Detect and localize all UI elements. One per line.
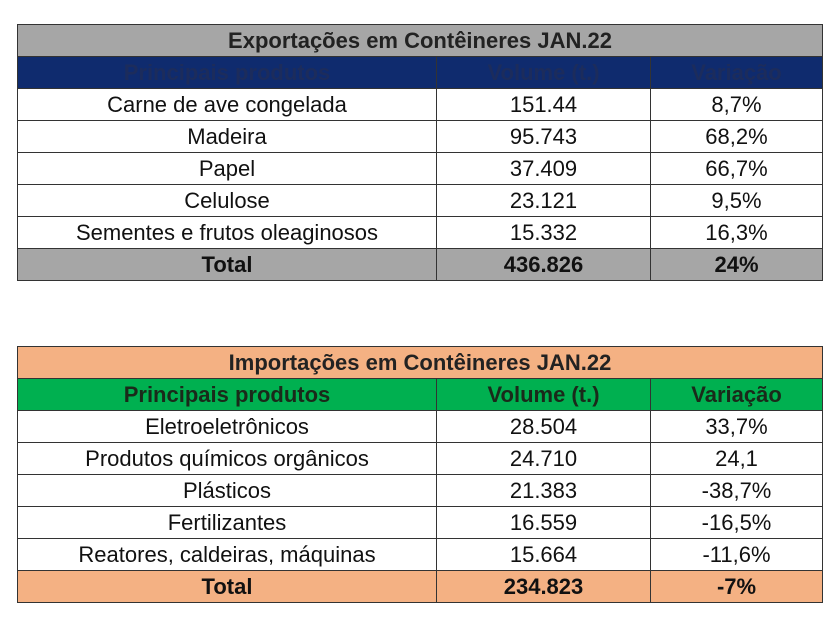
variation: -38,7% [649, 474, 824, 507]
exports-title: Exportações em Contêineres JAN.22 [17, 24, 823, 57]
header-variation: Variação [650, 56, 823, 89]
table-row: Produtos químicos orgânicos 24.710 24,1 [17, 442, 824, 475]
total-volume: 234.823 [436, 570, 651, 603]
table-row: Madeira 95.743 68,2% [17, 120, 823, 153]
table-row: Plásticos 21.383 -38,7% [17, 474, 824, 507]
imports-title: Importações em Contêineres JAN.22 [16, 346, 824, 379]
total-label: Total [17, 248, 437, 281]
header-variation: Variação [649, 378, 824, 411]
variation: 24,1 [649, 442, 824, 475]
imports-table: Importações em Contêineres JAN.22 Princi… [16, 346, 824, 603]
variation: 8,7% [650, 88, 823, 121]
product: Reatores, caldeiras, máquinas [17, 538, 437, 571]
header-product: Principais produtos [17, 378, 437, 411]
volume: 23.121 [436, 184, 651, 217]
product: Celulose [17, 184, 437, 217]
table-row: Fertilizantes 16.559 -16,5% [17, 506, 824, 539]
product: Plásticos [17, 474, 437, 507]
volume: 95.743 [436, 120, 651, 153]
volume: 16.559 [436, 506, 651, 539]
volume: 15.664 [436, 538, 651, 571]
table-row: Reatores, caldeiras, máquinas 15.664 -11,6… [17, 538, 824, 571]
product: Papel [17, 152, 437, 185]
exports-table: Exportações em Contêineres JAN.22 Princi… [17, 24, 823, 281]
volume: 37.409 [436, 152, 651, 185]
volume: 151.44 [436, 88, 651, 121]
variation: 16,3% [650, 216, 823, 249]
product: Carne de ave congelada [17, 88, 437, 121]
total-row: Total 234.823 -7% [17, 570, 824, 603]
header-product: Principais produtos [17, 56, 437, 89]
header-volume: Volume (t.) [436, 378, 651, 411]
product: Eletroeletrônicos [17, 410, 437, 443]
total-variation: 24% [650, 248, 823, 281]
volume: 28.504 [436, 410, 651, 443]
variation: 9,5% [650, 184, 823, 217]
volume: 24.710 [436, 442, 651, 475]
table-row: Carne de ave congelada 151.44 8,7% [17, 88, 823, 121]
volume: 15.332 [436, 216, 651, 249]
total-variation: -7% [649, 570, 824, 603]
table-row: Eletroeletrônicos 28.504 33,7% [17, 410, 824, 443]
header-volume: Volume (t.) [436, 56, 651, 89]
product: Sementes e frutos oleaginosos [17, 216, 437, 249]
total-label: Total [17, 570, 437, 603]
variation: 33,7% [649, 410, 824, 443]
total-volume: 436.826 [436, 248, 651, 281]
variation: 66,7% [650, 152, 823, 185]
table-row: Sementes e frutos oleaginosos 15.332 16,3% [17, 216, 823, 249]
variation: 68,2% [650, 120, 823, 153]
product: Fertilizantes [17, 506, 437, 539]
total-row: Total 436.826 24% [17, 248, 823, 281]
volume: 21.383 [436, 474, 651, 507]
variation: -11,6% [649, 538, 824, 571]
table-row: Papel 37.409 66,7% [17, 152, 823, 185]
variation: -16,5% [649, 506, 824, 539]
product: Produtos químicos orgânicos [17, 442, 437, 475]
table-row: Celulose 23.121 9,5% [17, 184, 823, 217]
product: Madeira [17, 120, 437, 153]
